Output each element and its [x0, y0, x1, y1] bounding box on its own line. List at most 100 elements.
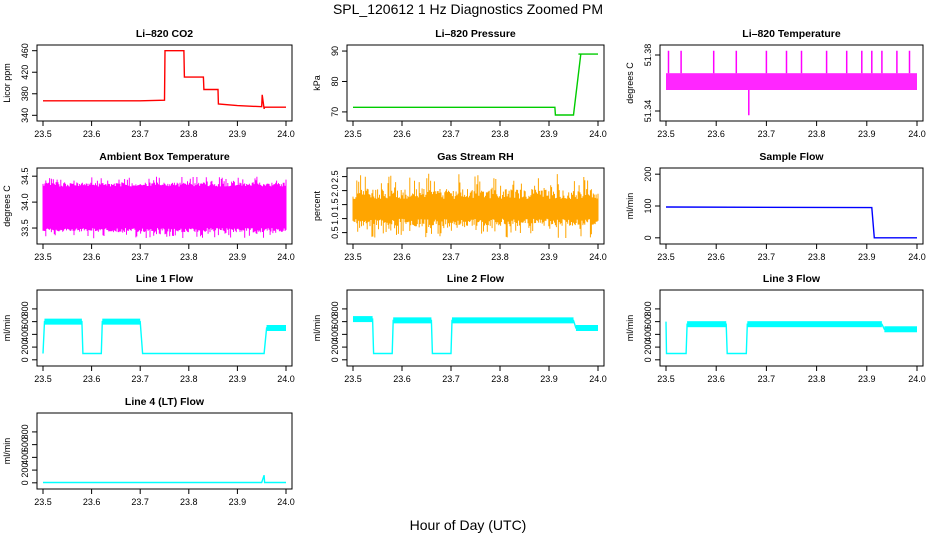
chart-panel-7: Line 1 Flow ml/min 23.5 23.6 23.7 23.8 23.9 24.…: [2, 273, 295, 384]
chart-panel-6: Sample Flow ml/min 23.5 23.6 23.7 23.8 23.9 24.…: [625, 151, 926, 262]
x-tick-label: 23.9: [540, 252, 558, 262]
x-tick-label: 23.8: [180, 374, 198, 384]
y-axis-label: percent: [312, 190, 322, 221]
y-tick-label: 600: [330, 314, 340, 329]
plot-frame: [346, 44, 605, 122]
y-axis-label: degrees C: [625, 62, 635, 104]
y-tick-label: 400: [330, 327, 340, 342]
y-tick-label: 200: [643, 340, 653, 355]
y-tick-label: 340: [20, 108, 30, 123]
data-noise: [42, 176, 287, 239]
series-8: [353, 316, 598, 355]
x-tick-label: 23.8: [180, 129, 198, 139]
x-tick-label: 23.5: [657, 374, 675, 384]
x-tick-label: 23.7: [131, 129, 149, 139]
x-axis: 23.5 23.6 23.7 23.8 23.9 24.0: [34, 366, 295, 384]
x-axis: 23.5 23.6 23.7 23.8 23.9 24.0: [657, 244, 926, 262]
y-tick-label: 0.5: [330, 226, 340, 239]
x-tick-label: 24.0: [589, 252, 607, 262]
y-tick-label: 1.5: [330, 198, 340, 211]
y-tick-label: 34.0: [20, 193, 30, 211]
panel-title: Li–820 Temperature: [742, 28, 841, 40]
flow-noise-band: [884, 326, 917, 333]
y-tick-label: 70: [330, 107, 340, 117]
x-tick-label: 23.9: [229, 497, 247, 507]
x-tick-label: 23.9: [229, 252, 247, 262]
series-1: [43, 50, 286, 110]
x-tick-label: 23.5: [657, 129, 675, 139]
y-axis: 70 80 90: [330, 46, 347, 117]
plot-frame: [36, 412, 293, 490]
panel-title: Ambient Box Temperature: [99, 151, 230, 163]
panel-title: Sample Flow: [759, 151, 824, 163]
chart-panel-2: Li–820 Pressure kPa 23.5 23.6 23.7 23.8 23.9 24…: [312, 28, 607, 139]
series-2: [353, 53, 598, 116]
y-axis: 0.51.01.52.02.5: [330, 170, 347, 239]
x-tick-label: 23.7: [442, 129, 460, 139]
flow-noise-band: [266, 325, 286, 331]
x-tick-label: 23.5: [344, 252, 362, 262]
y-tick-label: 0: [330, 357, 340, 362]
x-tick-label: 23.7: [758, 129, 776, 139]
series-line: [353, 318, 598, 355]
plot-frame: [36, 44, 293, 122]
x-tick-label: 23.8: [491, 374, 509, 384]
x-axis: 23.5 23.6 23.7 23.8 23.9 24.0: [34, 489, 295, 507]
y-tick-label: 200: [20, 340, 30, 355]
x-tick-label: 23.9: [229, 374, 247, 384]
plot-frame: [659, 167, 924, 245]
series-5: [352, 173, 599, 238]
y-tick-label: 800: [643, 301, 653, 316]
chart-panel-5: Gas Stream RH percent 23.5 23.6 23.7 23.8 23.9…: [312, 151, 607, 262]
x-tick-label: 23.5: [657, 252, 675, 262]
x-tick-label: 24.0: [589, 374, 607, 384]
x-tick-label: 23.6: [83, 497, 101, 507]
y-tick-label: 460: [20, 43, 30, 58]
y-tick-label: 2.0: [330, 184, 340, 197]
x-tick-label: 23.5: [34, 252, 52, 262]
y-tick-label: 800: [20, 301, 30, 316]
y-tick-label: 0: [20, 480, 30, 485]
data-band: [666, 73, 917, 90]
y-tick-label: 0: [20, 357, 30, 362]
x-axis: 23.5 23.6 23.7 23.8 23.9 24.0: [657, 121, 926, 139]
x-tick-label: 24.0: [908, 374, 926, 384]
y-tick-label: 51.34: [643, 100, 653, 123]
series-line: [43, 474, 286, 484]
x-tick-label: 23.6: [393, 129, 411, 139]
x-tick-label: 24.0: [277, 497, 295, 507]
x-tick-label: 23.6: [83, 129, 101, 139]
x-tick-label: 24.0: [908, 252, 926, 262]
x-tick-label: 23.7: [758, 252, 776, 262]
chart-panel-8: Line 2 Flow ml/min 23.5 23.6 23.7 23.8 23.9 24.…: [312, 273, 607, 384]
x-tick-label: 23.9: [540, 129, 558, 139]
y-tick-label: 90: [330, 46, 340, 56]
y-tick-label: 1.0: [330, 212, 340, 225]
x-tick-label: 23.5: [34, 374, 52, 384]
x-tick-label: 23.7: [442, 374, 460, 384]
x-tick-label: 23.8: [808, 374, 826, 384]
y-tick-label: 80: [330, 76, 340, 86]
flow-noise-band: [575, 325, 598, 331]
x-tick-label: 24.0: [277, 252, 295, 262]
x-tick-label: 24.0: [908, 129, 926, 139]
x-tick-label: 24.0: [589, 129, 607, 139]
x-axis: 23.5 23.6 23.7 23.8 23.9 24.0: [344, 244, 607, 262]
y-axis: 51.34 51.38: [643, 44, 660, 123]
series-line: [665, 206, 917, 239]
x-tick-label: 24.0: [277, 374, 295, 384]
x-tick-label: 23.9: [858, 252, 876, 262]
y-axis: 340 380 420 460: [20, 43, 37, 123]
x-tick-label: 23.8: [808, 129, 826, 139]
plot-frame: [659, 289, 924, 367]
y-axis-label: ml/min: [312, 315, 322, 342]
series-line: [665, 321, 917, 355]
x-tick-label: 23.9: [229, 129, 247, 139]
series-10: [43, 474, 286, 484]
x-tick-label: 23.6: [393, 374, 411, 384]
y-tick-label: 600: [20, 437, 30, 452]
y-tick-label: 400: [643, 327, 653, 342]
x-tick-label: 23.5: [344, 129, 362, 139]
